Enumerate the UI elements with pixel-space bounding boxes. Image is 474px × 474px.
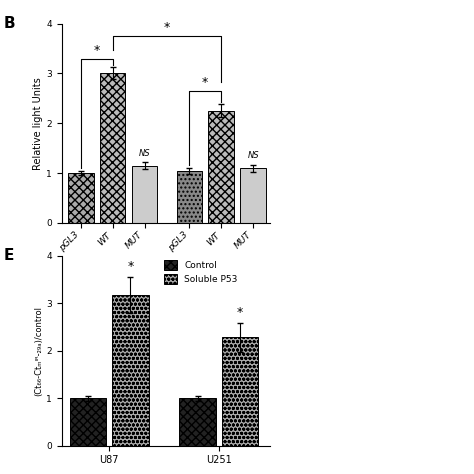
Bar xyxy=(222,337,258,446)
Text: E: E xyxy=(3,248,14,264)
Bar xyxy=(70,398,106,446)
Bar xyxy=(240,168,266,223)
Text: *: * xyxy=(128,260,134,273)
Y-axis label: (Ct₆₆-Ctₘᴵᴿ-₂₉ₐ)/control: (Ct₆₆-Ctₘᴵᴿ-₂₉ₐ)/control xyxy=(35,306,43,396)
Text: B: B xyxy=(3,16,15,31)
Text: U87: U87 xyxy=(103,274,122,284)
Text: *: * xyxy=(237,307,243,319)
Bar xyxy=(68,173,93,223)
Text: U251: U251 xyxy=(209,274,234,284)
Text: *: * xyxy=(202,76,209,89)
Y-axis label: Relative light Units: Relative light Units xyxy=(33,77,43,170)
Text: NS: NS xyxy=(247,151,259,160)
Text: NS: NS xyxy=(139,148,150,157)
Bar xyxy=(180,398,216,446)
Bar xyxy=(112,295,149,446)
Text: *: * xyxy=(93,44,100,56)
Bar xyxy=(132,165,157,223)
Legend: Control, Soluble P53: Control, Soluble P53 xyxy=(160,257,241,288)
Bar xyxy=(209,111,234,223)
Bar xyxy=(176,171,202,223)
Bar xyxy=(100,73,126,223)
Text: *: * xyxy=(164,21,170,34)
